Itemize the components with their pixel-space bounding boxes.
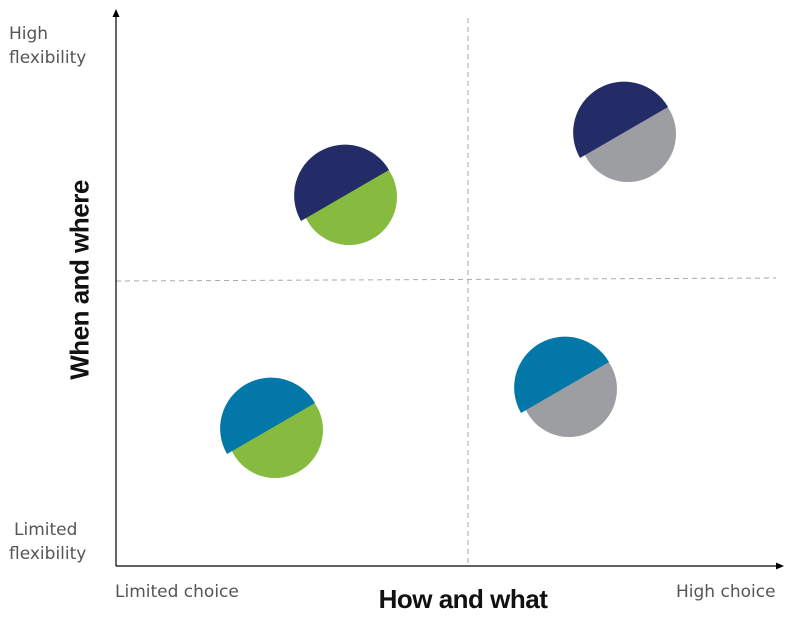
x-axis-high-label: High choice [676, 582, 776, 602]
circle-top-left-top-half [294, 144, 389, 221]
y-axis-low-label: Limited flexibility [9, 518, 86, 566]
circle-top-left [294, 144, 397, 245]
y-axis-high-label-line-1: High [9, 24, 49, 44]
y-axis-arrow [112, 9, 120, 17]
y-axis-low-label-line-1: Limited [14, 520, 78, 540]
y-axis-high-label: High flexibility [9, 22, 86, 70]
circle-bottom-left [220, 377, 323, 478]
x-axis-title: How and what [378, 584, 548, 614]
y-axis-high-label-line-2: flexibility [9, 48, 87, 68]
circle-bottom-right-top-half [514, 336, 609, 413]
y-axis-title: When and where [64, 180, 95, 380]
circle-bottom-left-top-half [220, 377, 315, 454]
circle-bottom-right [514, 336, 617, 437]
y-axis-low-label-line-2: flexibility [9, 544, 87, 564]
circle-top-right [573, 81, 676, 182]
circle-top-right-top-half [573, 81, 668, 158]
x-axis-arrow [776, 562, 784, 570]
x-axis-low-label: Limited choice [115, 582, 239, 602]
horizontal-divider [115, 277, 777, 282]
